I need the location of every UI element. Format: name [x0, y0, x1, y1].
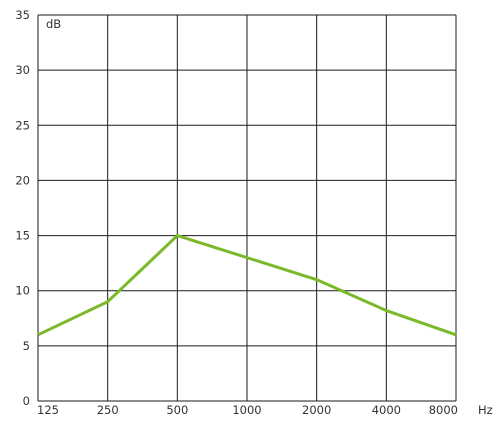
x-tick-label: 2000	[302, 403, 331, 417]
x-tick-labels: 125 250 500 1000 2000 4000 8000	[37, 403, 458, 417]
y-tick-label: 15	[15, 229, 30, 243]
y-axis-label: dB	[46, 17, 61, 31]
y-tick-label: 25	[15, 118, 30, 132]
y-tick-label: 35	[15, 8, 30, 22]
x-tick-label: 250	[97, 403, 119, 417]
y-tick-label: 10	[15, 284, 30, 298]
x-tick-label: 125	[37, 403, 59, 417]
y-tick-labels: 0 5 10 15 20 25 30 35	[15, 8, 30, 408]
y-tick-label: 5	[23, 339, 30, 353]
x-axis-unit: Hz	[478, 403, 493, 417]
x-tick-label: 8000	[429, 403, 458, 417]
series-line	[37, 233, 457, 337]
y-tick-label: 30	[15, 63, 30, 77]
x-tick-label: 1000	[232, 403, 261, 417]
x-tick-label: 500	[166, 403, 188, 417]
series-layer	[37, 233, 457, 337]
x-tick-label: 4000	[372, 403, 401, 417]
y-tick-label: 0	[23, 394, 30, 408]
grid-lines	[37, 14, 457, 402]
y-tick-label: 20	[15, 173, 30, 187]
